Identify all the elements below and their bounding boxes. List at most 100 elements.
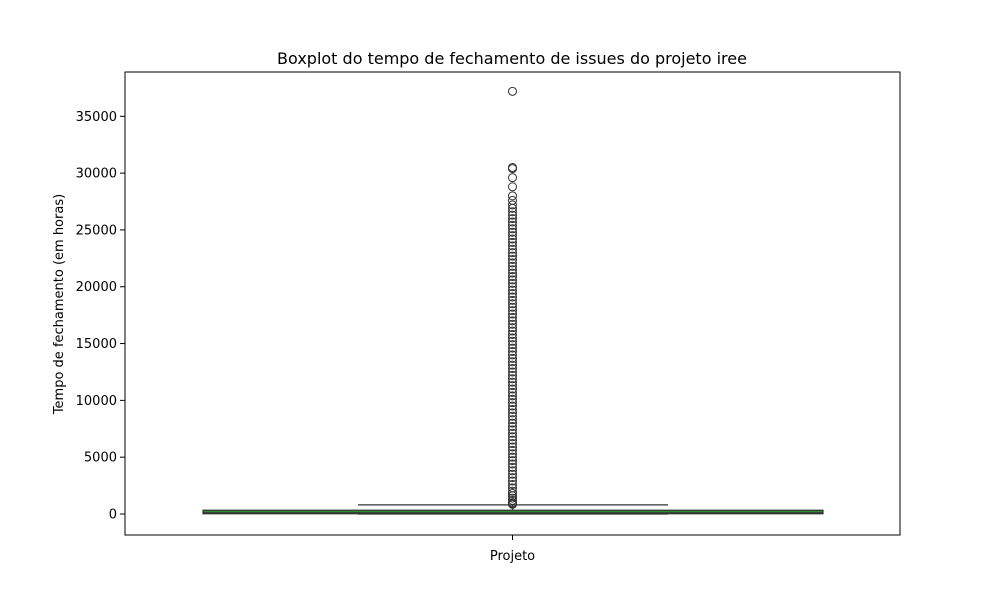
outlier-point — [508, 207, 517, 217]
outlier-point — [508, 340, 517, 350]
outlier-point — [508, 347, 517, 357]
outlier-point — [508, 343, 517, 353]
outlier-point — [508, 261, 517, 271]
outlier-point — [508, 86, 517, 96]
outlier-point — [508, 299, 517, 309]
outlier-point — [508, 258, 517, 268]
outlier-point — [508, 377, 517, 387]
outlier-point — [508, 164, 517, 174]
outlier-point — [508, 278, 517, 288]
outlier-point — [508, 456, 517, 466]
y-tick-label: 10000 — [76, 394, 117, 409]
outlier-point — [508, 425, 517, 435]
outlier-point — [508, 182, 517, 192]
outlier-point — [508, 394, 517, 404]
outlier-point — [508, 489, 517, 499]
outlier-point — [508, 292, 517, 302]
outlier-point — [508, 254, 517, 264]
outlier-point — [508, 234, 517, 244]
outlier-point — [508, 237, 517, 247]
outlier-point — [508, 282, 517, 292]
outlier-point — [508, 203, 517, 213]
outlier-point — [508, 275, 517, 285]
outlier-point — [508, 295, 517, 305]
outlier-point — [508, 319, 517, 329]
y-tick-label: 25000 — [76, 223, 117, 238]
outlier-point — [508, 248, 517, 258]
outlier-point — [508, 312, 517, 322]
outlier-point — [508, 476, 517, 486]
outlier-point — [508, 439, 517, 449]
outlier-point — [508, 387, 517, 397]
outlier-point — [508, 329, 517, 339]
outlier-point — [508, 452, 517, 462]
chart-title: Boxplot do tempo de fechamento de issues… — [277, 49, 747, 68]
y-tick-label: 5000 — [84, 451, 117, 466]
outlier-point — [508, 391, 517, 401]
outlier-point — [508, 220, 517, 230]
outlier-point — [508, 350, 517, 360]
outlier-point — [508, 195, 517, 205]
outlier-point — [508, 200, 517, 210]
outlier-point — [508, 302, 517, 312]
y-tick-label: 15000 — [76, 337, 117, 352]
outlier-point — [508, 244, 517, 254]
outlier-point — [508, 227, 517, 237]
x-tick-label: Projeto — [490, 549, 535, 564]
outlier-point — [508, 404, 517, 414]
outlier-point — [508, 473, 517, 483]
outlier-point — [508, 493, 517, 503]
outlier-point — [508, 191, 517, 201]
outlier-point — [508, 398, 517, 408]
outlier-point — [508, 224, 517, 234]
plot-area: 0 5000 10000 15000 20000 25000 30000 35000 Proje… — [76, 71, 901, 564]
outlier-point — [508, 479, 517, 489]
outlier-point — [508, 370, 517, 380]
outlier-point — [508, 442, 517, 452]
outlier-point — [508, 289, 517, 299]
outlier-point — [508, 364, 517, 374]
outlier-point — [508, 411, 517, 421]
outlier-point — [508, 360, 517, 370]
outlier-point — [508, 499, 517, 509]
axes-frame — [124, 71, 901, 536]
outlier-point — [508, 353, 517, 363]
outlier-point — [508, 421, 517, 431]
outlier-point — [508, 265, 517, 275]
outlier-point — [508, 367, 517, 377]
outlier-point — [508, 418, 517, 428]
outlier-point — [508, 306, 517, 316]
outlier-point — [508, 323, 517, 333]
outlier-point — [508, 466, 517, 476]
outlier-point — [508, 432, 517, 442]
outlier-point — [508, 173, 517, 183]
outlier-point — [508, 210, 517, 220]
outlier-point — [508, 214, 517, 224]
y-tick-label: 20000 — [76, 280, 117, 295]
outlier-point — [508, 469, 517, 479]
outlier-point — [508, 251, 517, 261]
outlier-point — [508, 241, 517, 251]
outlier-point — [508, 357, 517, 367]
y-tick-label: 0 — [109, 507, 117, 522]
outlier-point — [508, 381, 517, 391]
outlier-point — [508, 374, 517, 384]
outlier-point — [508, 408, 517, 418]
outlier-point — [508, 268, 517, 278]
iqr-box — [202, 509, 824, 515]
outlier-point — [508, 449, 517, 459]
outlier-point — [508, 272, 517, 282]
outlier-point — [508, 285, 517, 295]
outlier-point — [508, 486, 517, 496]
outlier-point — [508, 428, 517, 438]
outlier-point — [508, 217, 517, 227]
outlier-point — [508, 462, 517, 472]
outlier-point — [508, 309, 517, 319]
outlier-point — [508, 495, 517, 505]
outlier-point — [508, 316, 517, 326]
outlier-point — [508, 435, 517, 445]
outlier-point — [508, 326, 517, 336]
outlier-point — [508, 384, 517, 394]
y-tick-label: 30000 — [76, 167, 117, 182]
